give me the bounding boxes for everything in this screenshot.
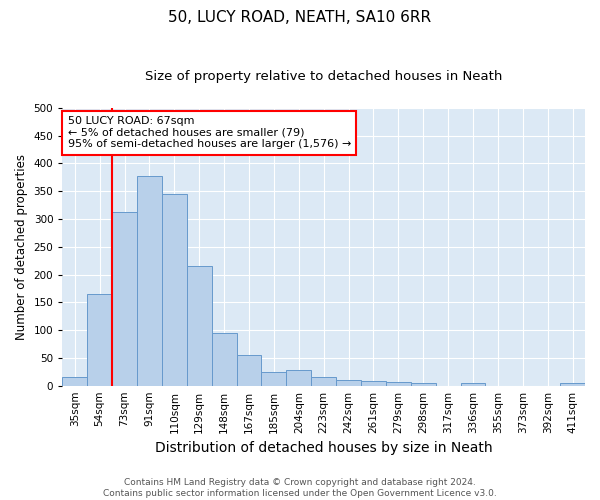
Bar: [560, 383, 585, 386]
Bar: [162, 194, 187, 386]
X-axis label: Distribution of detached houses by size in Neath: Distribution of detached houses by size …: [155, 441, 493, 455]
Bar: [62, 378, 87, 386]
Bar: [87, 294, 112, 386]
Title: Size of property relative to detached houses in Neath: Size of property relative to detached ho…: [145, 70, 502, 83]
Bar: [311, 378, 336, 386]
Bar: [286, 370, 311, 386]
Bar: [236, 354, 262, 386]
Text: 50, LUCY ROAD, NEATH, SA10 6RR: 50, LUCY ROAD, NEATH, SA10 6RR: [169, 10, 431, 25]
Bar: [361, 380, 386, 386]
Bar: [212, 333, 236, 386]
Bar: [187, 266, 212, 386]
Bar: [411, 384, 436, 386]
Bar: [336, 380, 361, 386]
Y-axis label: Number of detached properties: Number of detached properties: [15, 154, 28, 340]
Bar: [386, 382, 411, 386]
Bar: [112, 212, 137, 386]
Text: Contains HM Land Registry data © Crown copyright and database right 2024.
Contai: Contains HM Land Registry data © Crown c…: [103, 478, 497, 498]
Bar: [461, 383, 485, 386]
Bar: [262, 372, 286, 386]
Bar: [137, 176, 162, 386]
Text: 50 LUCY ROAD: 67sqm
← 5% of detached houses are smaller (79)
95% of semi-detache: 50 LUCY ROAD: 67sqm ← 5% of detached hou…: [68, 116, 351, 150]
